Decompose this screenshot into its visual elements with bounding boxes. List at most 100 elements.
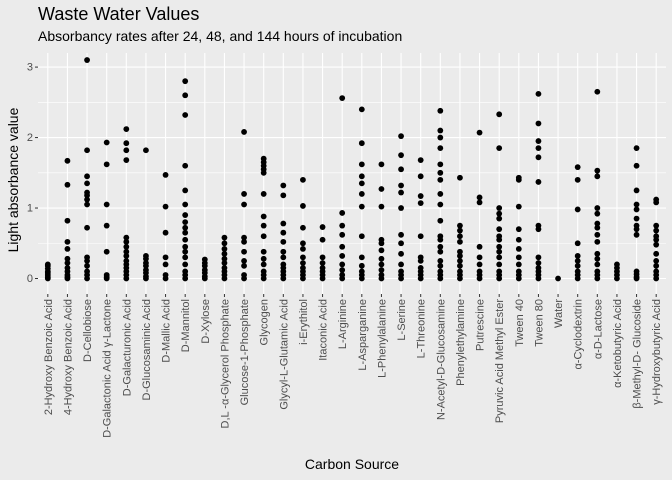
x-tick-label: α-Ketobutyric Acid	[612, 299, 624, 388]
data-point	[182, 187, 189, 194]
data-point	[378, 272, 385, 278]
data-point	[633, 231, 640, 238]
data-point	[653, 250, 660, 257]
data-point	[84, 180, 90, 187]
data-point	[260, 255, 267, 262]
data-point	[476, 254, 483, 261]
data-point	[378, 236, 385, 243]
data-point	[515, 203, 522, 210]
x-tick-label: Glucose-1-Phosphate	[239, 299, 251, 405]
data-point	[496, 145, 503, 152]
data-point	[64, 157, 71, 164]
data-point	[653, 268, 660, 275]
data-point	[378, 186, 385, 192]
data-point	[241, 129, 247, 135]
data-point	[182, 248, 189, 255]
data-point	[398, 231, 404, 238]
data-point	[123, 238, 130, 245]
data-point	[319, 254, 326, 261]
data-point	[437, 268, 444, 275]
data-point	[339, 272, 346, 278]
data-point	[496, 215, 503, 222]
data-point	[594, 268, 601, 275]
data-point	[143, 147, 149, 154]
data-point	[574, 253, 581, 259]
data-point	[417, 193, 424, 199]
data-point	[417, 233, 424, 240]
data-point	[182, 236, 189, 243]
data-point	[241, 257, 247, 264]
data-point	[476, 194, 483, 201]
data-point	[123, 140, 130, 147]
data-point	[162, 261, 169, 268]
data-point	[339, 222, 346, 229]
data-point	[182, 268, 189, 275]
data-point	[476, 199, 483, 206]
data-point	[103, 272, 110, 278]
data-point	[574, 206, 581, 213]
data-point	[300, 254, 306, 261]
data-point	[437, 107, 444, 114]
data-point	[123, 253, 130, 259]
data-point	[594, 210, 601, 217]
data-point	[398, 189, 404, 196]
data-point	[84, 254, 90, 261]
x-tick-label: α-Cyclodextrin	[573, 299, 585, 370]
x-tick-label: Itaconic Acid	[318, 299, 330, 361]
data-point	[476, 129, 483, 136]
data-point	[260, 248, 267, 255]
data-point	[594, 231, 601, 238]
x-tick-label: 4-Hydroxy Benzoic Acid	[62, 299, 74, 415]
data-point	[143, 267, 149, 273]
data-point	[339, 267, 346, 273]
data-point	[201, 256, 208, 263]
data-point	[398, 133, 404, 140]
data-point	[535, 260, 542, 266]
data-point	[633, 206, 640, 213]
data-point	[358, 203, 365, 210]
data-point	[653, 241, 660, 248]
data-point	[398, 205, 404, 211]
data-point	[182, 201, 189, 208]
data-point	[535, 154, 542, 161]
data-point	[457, 268, 463, 275]
data-point	[182, 112, 189, 118]
x-tick-label: Water	[553, 299, 565, 328]
data-point	[280, 220, 287, 227]
data-point	[594, 250, 601, 257]
data-point	[319, 224, 326, 230]
data-point	[123, 234, 130, 241]
data-point	[437, 127, 444, 134]
data-point	[653, 222, 660, 229]
data-point	[221, 240, 228, 247]
data-point	[437, 262, 444, 269]
data-point	[64, 260, 71, 266]
data-point	[123, 248, 130, 255]
data-point	[515, 254, 522, 261]
x-tick-label: Glycyl-L-Glutamic Acid	[278, 299, 290, 410]
data-point	[300, 224, 306, 231]
data-point	[535, 179, 542, 185]
data-point	[457, 222, 463, 229]
data-point	[280, 248, 287, 255]
x-tick-label: D-Mallic Acid	[161, 299, 173, 363]
data-point	[457, 253, 463, 259]
data-point	[300, 176, 306, 183]
data-point	[457, 248, 463, 255]
data-point	[633, 162, 640, 169]
data-point	[457, 262, 463, 269]
data-point	[437, 233, 444, 240]
data-point	[182, 219, 189, 226]
data-point	[555, 275, 561, 282]
data-point	[515, 236, 522, 243]
data-point	[358, 140, 365, 147]
data-point	[653, 257, 660, 264]
data-point	[496, 111, 503, 118]
data-point	[633, 222, 640, 229]
data-point	[594, 224, 601, 231]
data-point	[339, 253, 346, 259]
data-point	[594, 173, 601, 180]
data-point	[574, 257, 581, 264]
data-point	[515, 226, 522, 233]
data-point	[457, 233, 463, 240]
